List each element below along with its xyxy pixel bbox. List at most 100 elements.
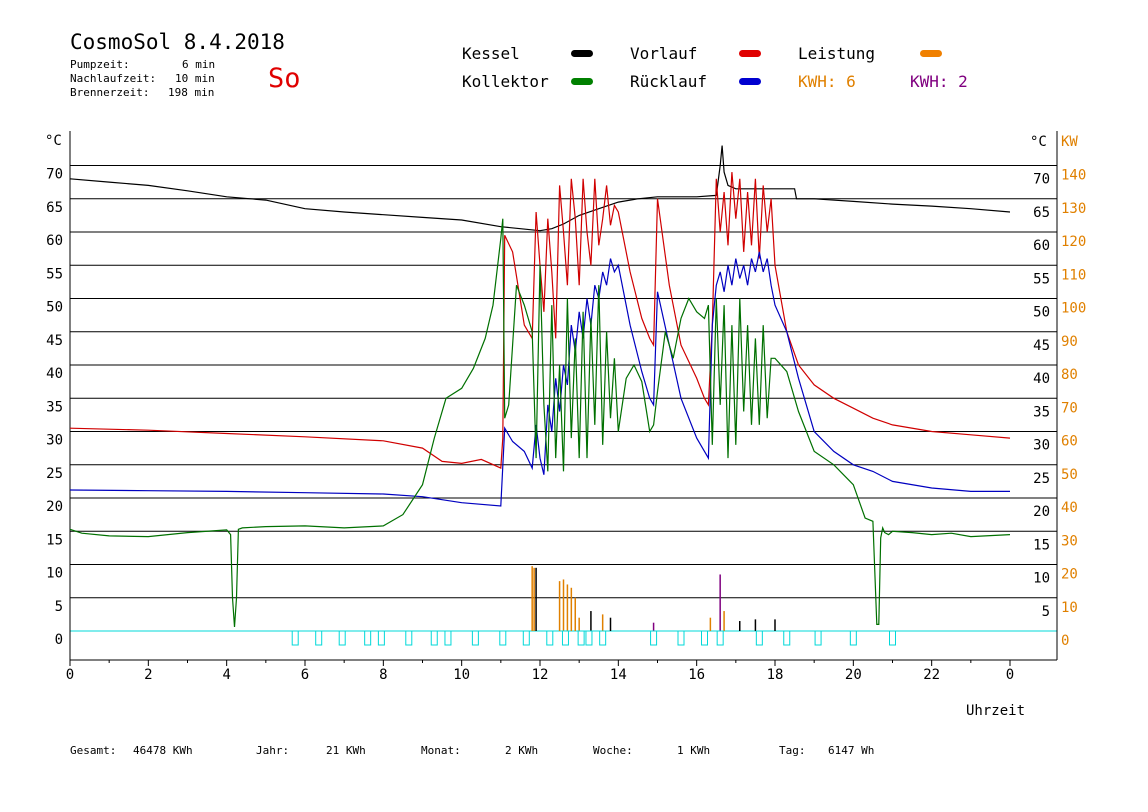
nachlauf-time-value: 10 min (175, 72, 215, 85)
pump-marker (471, 630, 479, 646)
x-tick-label: 10 (453, 667, 470, 683)
legend-vorlauf-label: Vorlauf (630, 44, 698, 63)
legend-kwh-brenner: KWH: 2 (910, 72, 968, 91)
y-tick-label-right: 50 (1033, 305, 1050, 321)
pump-marker (338, 630, 346, 646)
legend-leistung-label: Leistung (798, 44, 876, 63)
y-tick-label-right: 25 (1033, 471, 1050, 487)
brenner-time-label: Brennerzeit: (70, 86, 150, 99)
y-tick-label-left: 15 (46, 532, 63, 548)
y-tick-label-left: 70 (46, 167, 63, 183)
pump-marker (291, 630, 299, 646)
legend-kwh-solar: KWH: 6 (798, 72, 856, 91)
page-title: CosmoSol 8.4.2018 (70, 30, 285, 54)
pump-marker (755, 630, 763, 646)
brenner-time-value: 198 min (168, 86, 215, 99)
x-tick-label: 22 (923, 667, 940, 683)
y-tick-label-kw: 100 (1061, 301, 1086, 317)
series-line-kessel (69, 145, 1011, 232)
y-tick-label-left: 40 (46, 366, 63, 382)
y-tick-label-right: 55 (1033, 271, 1050, 287)
pump-marker (315, 630, 323, 646)
y-tick-label-left: 5 (55, 599, 63, 615)
pump-marker (430, 630, 438, 646)
x-tick-label: 6 (301, 667, 309, 683)
y-tick-label-kw: 120 (1061, 234, 1086, 250)
y-tick-label-left: 35 (46, 399, 63, 415)
y-tick-label-kw: 40 (1061, 500, 1078, 516)
y-tick-label-kw: 10 (1061, 600, 1078, 616)
y-tick-label-left: 20 (46, 499, 63, 515)
x-tick-label: 16 (688, 667, 705, 683)
y-tick-label-kw: 90 (1061, 334, 1078, 350)
legend-kollektor-label: Kollektor (462, 72, 549, 91)
legend-leistung-swatch (920, 50, 942, 57)
weekday-label: So (268, 63, 301, 94)
x-tick-label: 12 (532, 667, 549, 683)
y-tick-label-right: 65 (1033, 205, 1050, 221)
y-tick-label-left: 55 (46, 266, 63, 282)
pump-marker (405, 630, 413, 646)
year-value: 21 KWh (326, 744, 366, 757)
series-line-rcklauf (69, 251, 1010, 507)
y-tick-label-right: 35 (1033, 404, 1050, 420)
y-tick-label-kw: 30 (1061, 533, 1078, 549)
y-tick-label-left: 25 (46, 466, 63, 482)
pump-marker (499, 630, 507, 646)
legend-kollektor-swatch (571, 78, 593, 85)
y-tick-label-right: 10 (1033, 571, 1050, 587)
pump-time-label: Pumpzeit: (70, 58, 130, 71)
x-tick-label: 2 (144, 667, 152, 683)
x-tick-label: 0 (66, 667, 74, 683)
x-tick-label: 0 (1006, 667, 1014, 683)
y-tick-label-kw: 140 (1061, 168, 1086, 184)
y-tick-label-left: 10 (46, 566, 63, 582)
y-tick-label-right: 5 (1042, 604, 1050, 620)
y-tick-label-right: 60 (1033, 238, 1050, 254)
pump-marker (677, 630, 685, 646)
pump-marker (849, 630, 857, 646)
total-value: 46478 KWh (133, 744, 193, 757)
pump-marker (444, 630, 452, 646)
y-axis-unit-left: °C (45, 133, 62, 149)
y-tick-label-left: 60 (46, 233, 63, 249)
pump-marker (364, 630, 372, 646)
x-axis-label: Uhrzeit (966, 703, 1025, 719)
y-tick-label-left: 30 (46, 433, 63, 449)
pump-marker (650, 630, 658, 646)
y-tick-label-right: 70 (1033, 172, 1050, 188)
y-tick-label-kw: 60 (1061, 434, 1078, 450)
legend-kessel-swatch (571, 50, 593, 57)
series-line-kollektor (69, 218, 1011, 628)
total-label: Gesamt: (70, 744, 117, 757)
y-tick-label-right: 20 (1033, 504, 1050, 520)
y-tick-label-kw: 20 (1061, 567, 1078, 583)
x-tick-label: 20 (845, 667, 862, 683)
legend-ruecklauf-swatch (739, 78, 761, 85)
y-tick-label-kw: 110 (1061, 267, 1086, 283)
x-tick-label: 14 (610, 667, 627, 683)
pump-marker (889, 630, 896, 646)
pump-marker (522, 630, 530, 646)
pump-marker (716, 630, 724, 646)
y-axis-unit-right: °C (1030, 134, 1047, 150)
y-tick-label-left: 50 (46, 300, 63, 316)
y-tick-label-kw: 130 (1061, 201, 1086, 217)
pump-marker (701, 630, 708, 646)
legend-ruecklauf-label: Rücklauf (630, 72, 708, 91)
y-tick-label-kw: 50 (1061, 467, 1078, 483)
pump-marker (783, 630, 791, 646)
y-tick-label-left: 0 (55, 632, 63, 648)
nachlauf-time-label: Nachlaufzeit: (70, 72, 157, 85)
year-label: Jahr: (256, 744, 290, 757)
pump-marker (377, 630, 385, 646)
y-axis-unit-kw: KW (1061, 134, 1078, 150)
week-label: Woche: (593, 744, 633, 757)
series-line-vorlauf (69, 172, 1011, 469)
pump-marker (585, 630, 593, 646)
y-tick-label-kw: 80 (1061, 367, 1078, 383)
pump-time-value: 6 min (182, 58, 216, 71)
pump-marker (561, 630, 569, 646)
